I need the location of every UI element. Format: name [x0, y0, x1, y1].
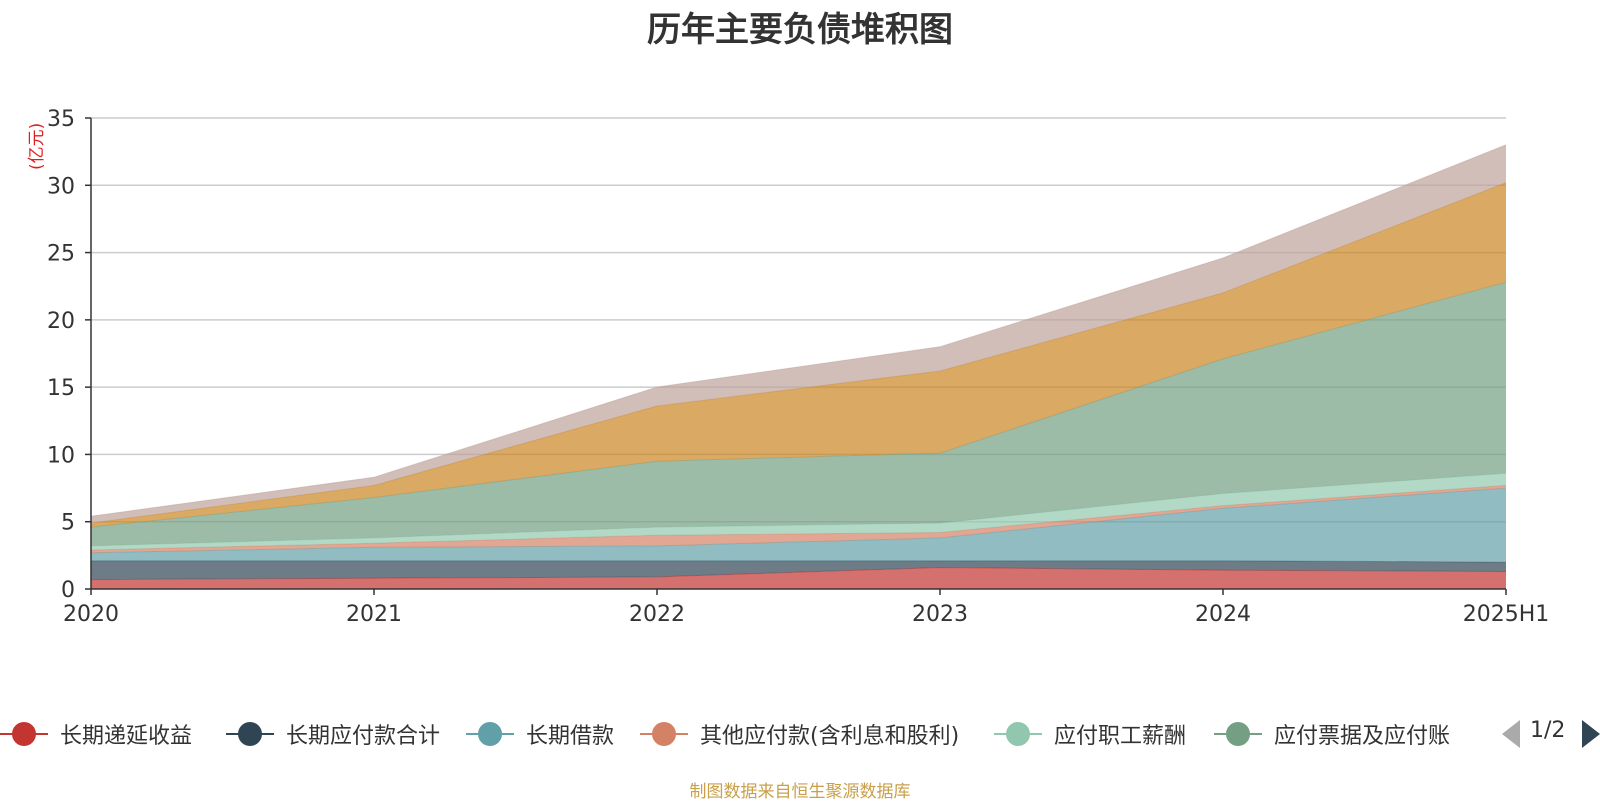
legend-page-indicator: 1/2: [1530, 718, 1566, 743]
y-tick-label: 5: [61, 511, 75, 536]
legend-marker-icon: [0, 719, 48, 749]
area-series-7: [91, 182, 1506, 528]
y-tick-label: 15: [47, 376, 75, 401]
area-series-1: [91, 567, 1506, 589]
legend-item[interactable]: 长期递延收益: [0, 716, 192, 752]
legend-label: 长期递延收益: [60, 724, 193, 749]
chart-title: 历年主要负债堆积图: [647, 10, 953, 50]
y-tick-label: 25: [47, 242, 75, 267]
area-series-6: [91, 282, 1506, 546]
y-tick-label: 20: [47, 309, 75, 334]
legend-item[interactable]: 长期应付款合计: [226, 716, 440, 752]
legend-label: 应付职工薪酬: [1054, 724, 1187, 749]
legend: 长期递延收益 长期应付款合计 长期借款 其他应付款(含利息和股利) 应付职工薪酬 应付票据…: [0, 716, 1600, 752]
legend-item[interactable]: 应付职工薪酬: [994, 716, 1186, 752]
x-tick-label: 2023: [912, 602, 968, 627]
legend-marker-icon: [1214, 719, 1262, 749]
legend-items: 长期递延收益 长期应付款合计 长期借款 其他应付款(含利息和股利) 应付职工薪酬 应付票据…: [0, 716, 1496, 752]
legend-marker-icon: [466, 719, 514, 749]
legend-pager: 1/2: [1502, 716, 1600, 752]
legend-marker-icon: [994, 719, 1042, 749]
x-tick-label: 2025H1: [1463, 602, 1550, 627]
legend-marker-icon: [640, 719, 688, 749]
y-tick-label: 30: [47, 174, 75, 199]
legend-label: 长期借款: [526, 724, 615, 749]
area-series-3: [91, 488, 1506, 563]
y-tick-label: 35: [47, 107, 75, 132]
legend-label: 长期应付款合计: [286, 724, 441, 749]
x-tick-label: 2024: [1195, 602, 1251, 627]
legend-marker-icon: [226, 719, 274, 749]
legend-next-page-icon[interactable]: [1582, 720, 1600, 748]
legend-item[interactable]: 其他应付款(含利息和股利): [640, 716, 959, 752]
legend-item[interactable]: 应付票据及应付账: [1214, 716, 1450, 752]
x-tick-label: 2021: [346, 602, 402, 627]
y-tick-label: 0: [61, 578, 75, 603]
data-source-note: 制图数据来自恒生聚源数据库: [689, 782, 911, 802]
x-tick-label: 2022: [629, 602, 685, 627]
area-series-2: [91, 560, 1506, 580]
area-series-8-edge: [90, 144, 1507, 517]
legend-label: 应付票据及应付账: [1274, 724, 1451, 749]
legend-label: 其他应付款(含利息和股利): [700, 724, 960, 749]
legend-item[interactable]: 长期借款: [466, 716, 614, 752]
y-tick-label: 10: [47, 443, 75, 468]
legend-prev-page-icon[interactable]: [1502, 720, 1520, 748]
area-series-4: [91, 485, 1506, 553]
x-tick-label: 2020: [63, 602, 119, 627]
